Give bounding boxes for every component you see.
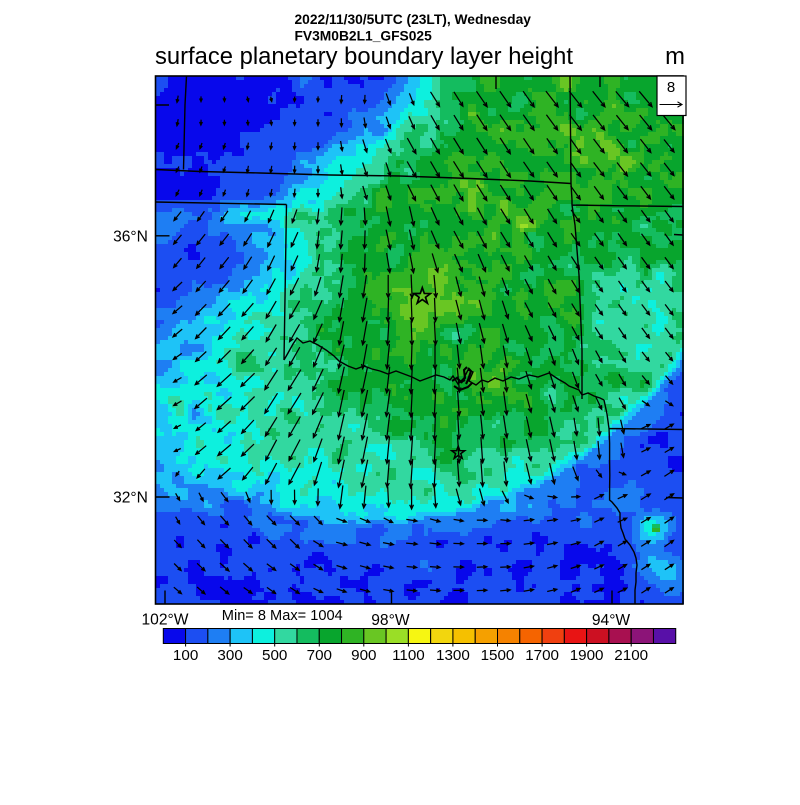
svg-text:2100: 2100	[614, 647, 648, 664]
svg-text:36°N: 36°N	[113, 229, 148, 246]
svg-text:100: 100	[173, 647, 198, 664]
svg-text:300: 300	[217, 647, 242, 664]
svg-text:700: 700	[307, 647, 332, 664]
svg-text:1700: 1700	[525, 647, 559, 664]
svg-text:98°W: 98°W	[371, 612, 410, 629]
svg-text:m: m	[665, 43, 685, 70]
svg-text:1100: 1100	[392, 647, 425, 664]
svg-text:1900: 1900	[570, 647, 604, 664]
svg-text:8: 8	[667, 79, 675, 96]
svg-text:900: 900	[351, 647, 376, 664]
svg-text:FV3M0B2L1_GFS025: FV3M0B2L1_GFS025	[295, 29, 433, 44]
svg-text:1500: 1500	[481, 647, 515, 664]
svg-text:32°N: 32°N	[113, 490, 148, 507]
svg-text:500: 500	[262, 647, 287, 664]
svg-text:1300: 1300	[436, 647, 470, 664]
svg-text:surface planetary boundary lay: surface planetary boundary layer height	[155, 43, 573, 70]
svg-text:94°W: 94°W	[592, 612, 631, 629]
svg-text:2022/11/30/5UTC (23LT), Wednes: 2022/11/30/5UTC (23LT), Wednesday	[295, 12, 532, 27]
svg-text:Min= 8 Max= 1004: Min= 8 Max= 1004	[222, 608, 343, 624]
svg-text:102°W: 102°W	[142, 612, 189, 629]
